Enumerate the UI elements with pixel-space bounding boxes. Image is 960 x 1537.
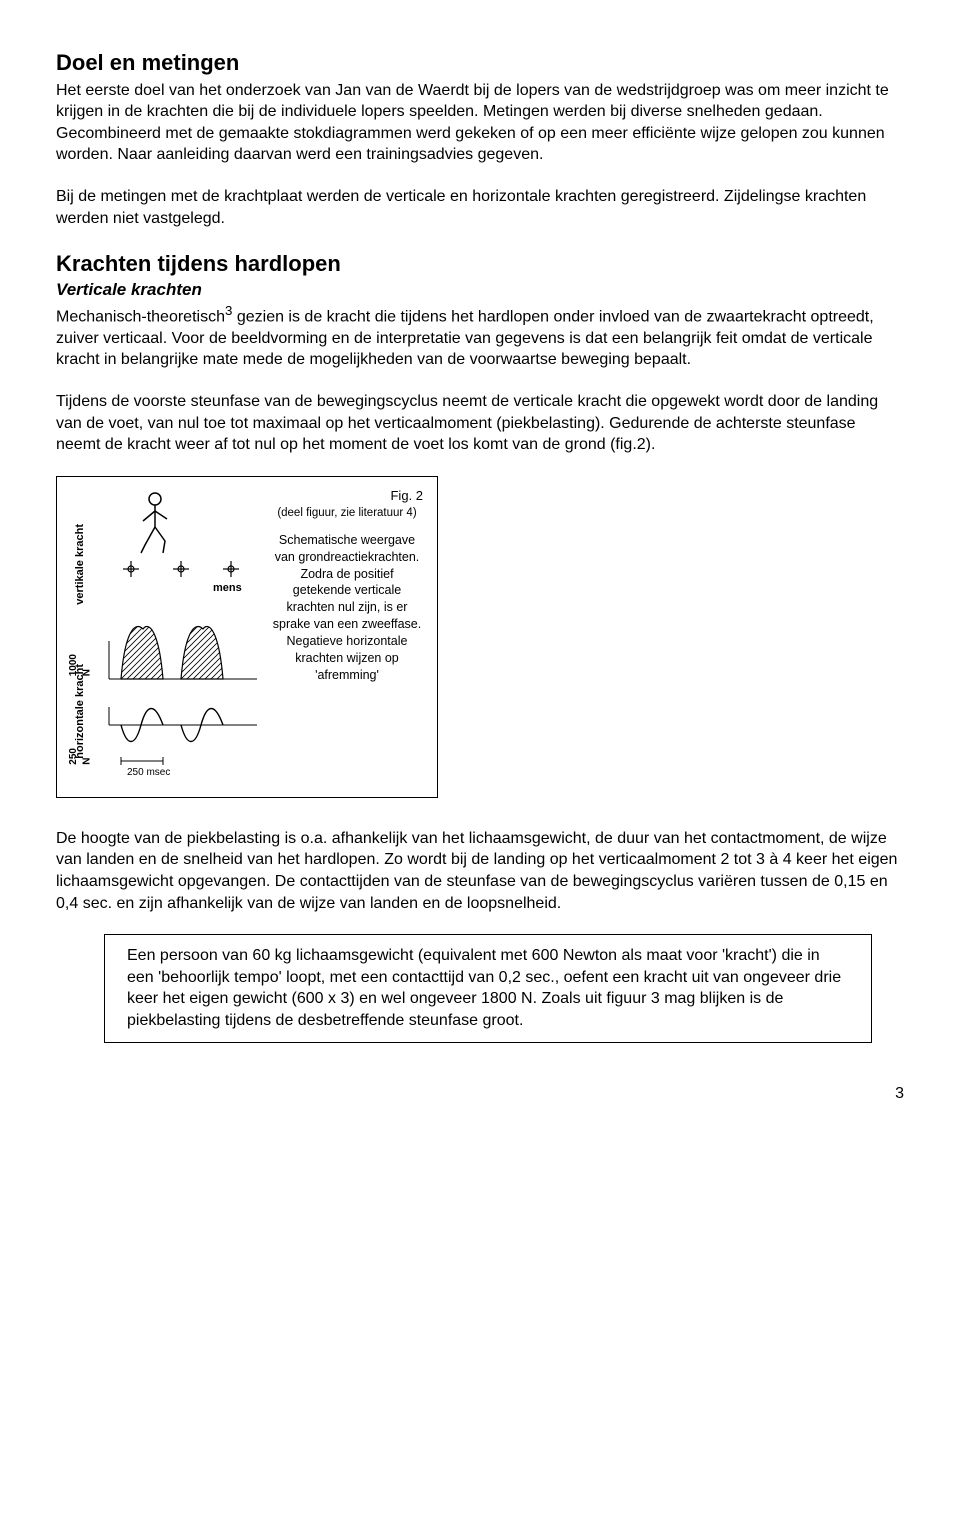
section2-p1a: Mechanisch-theoretisch <box>56 308 225 325</box>
figure-caption-column: Fig. 2 (deel figuur, zie literatuur 4) S… <box>263 483 429 791</box>
figure-number: Fig. 2 <box>271 487 423 505</box>
label-mens: mens <box>213 582 242 594</box>
after-figure-p1: De hoogte van de piekbelasting is o.a. a… <box>56 828 904 914</box>
section2-p1: Mechanisch-theoretisch3 gezien is de kra… <box>56 302 904 371</box>
figure-2: vertikale kracht 1000 N horizontale krac… <box>56 476 438 798</box>
figure-source: (deel figuur, zie literatuur 4) <box>271 506 423 522</box>
section-title-krachten: Krachten tijdens hardlopen <box>56 249 904 279</box>
xscale-label: 250 msec <box>127 767 170 778</box>
callout-box: Een persoon van 60 kg lichaamsgewicht (e… <box>104 934 872 1042</box>
figure-svg: mens <box>103 483 263 783</box>
section1-p2: Bij de metingen met de krachtplaat werde… <box>56 186 904 229</box>
ylabel-vertikale: vertikale kracht <box>73 524 88 605</box>
figure-y-axis-labels: vertikale kracht 1000 N horizontale krac… <box>57 477 103 797</box>
subhead-verticale: Verticale krachten <box>56 279 904 302</box>
figure-graphs: mens <box>103 483 263 791</box>
callout-text: Een persoon van 60 kg lichaamsgewicht (e… <box>127 947 841 1029</box>
page-number: 3 <box>56 1083 904 1105</box>
section1-p1: Het eerste doel van het onderzoek van Ja… <box>56 80 904 166</box>
section-title-doel: Doel en metingen <box>56 48 904 78</box>
figure-caption-text: Schematische weergave van grondreactiekr… <box>271 532 423 684</box>
section2-p2: Tijdens de voorste steunfase van de bewe… <box>56 391 904 456</box>
ylabel-horizontale: horizontale kracht <box>73 664 88 759</box>
yscale-250n: 250 N <box>67 748 94 765</box>
